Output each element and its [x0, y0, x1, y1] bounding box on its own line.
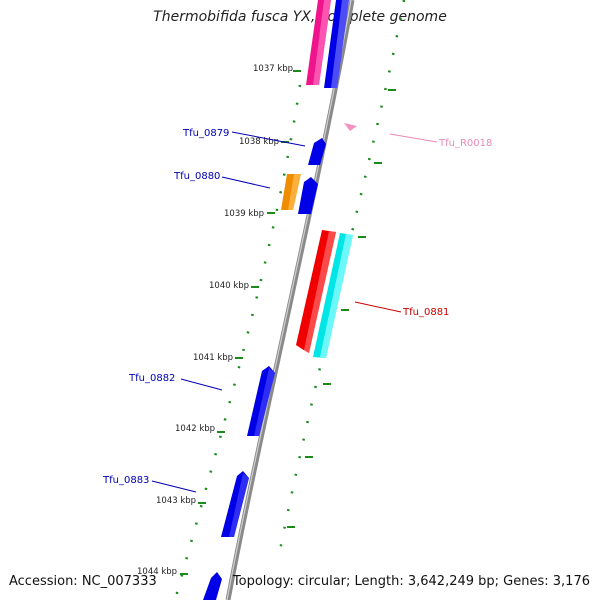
genome-summary-text: Topology: circular; Length: 3,642,249 bp…: [232, 574, 590, 589]
feature-label-Tfu_0882[interactable]: Tfu_0882: [128, 373, 175, 384]
ruler-labels: 1037 kbp 1038 kbp 1039 kbp 1040 kbp 1041…: [137, 64, 293, 577]
ruler-label: 1043 kbp: [156, 496, 196, 506]
feature-labels: Tfu_0879 Tfu_0880 Tfu_0881 Tfu_0882 Tfu_…: [102, 128, 492, 486]
ruler-label: 1038 kbp: [239, 137, 279, 147]
feature-label-Tfu_0883[interactable]: Tfu_0883: [102, 475, 149, 486]
gene-feature-Tfu_R0018[interactable]: [344, 123, 357, 131]
feature-label-Tfu_0880[interactable]: Tfu_0880: [173, 171, 220, 182]
outer-track-ticks: [287, 89, 396, 528]
gene-feature-Tfu_0881-shade: [304, 231, 336, 353]
ruler-label: 1041 kbp: [193, 353, 233, 363]
gene-feature-Tfu_0879[interactable]: [308, 138, 326, 165]
gene-feature-Tfu_0880-orange-shade: [288, 174, 301, 210]
map-title: Thermobifida fusca YX, complete genome: [153, 9, 447, 25]
gene-feature-Tfu_0880[interactable]: [298, 177, 318, 214]
gene-feature-Tfu_0882-shade: [254, 368, 275, 436]
gene-feature-cyan-shade: [320, 234, 353, 358]
ruler-label: 1042 kbp: [175, 424, 215, 434]
accession-text: Accession: NC_007333: [9, 574, 157, 589]
gene-features: [203, 0, 357, 600]
gene-feature-Tfu_0883-shade: [229, 473, 249, 537]
ruler-label: 1037 kbp: [253, 64, 293, 74]
ruler-label: 1039 kbp: [224, 209, 264, 219]
feature-label-Tfu_0879[interactable]: Tfu_0879: [182, 128, 229, 139]
feature-label-Tfu_0881[interactable]: Tfu_0881: [402, 307, 449, 318]
gene-feature-blue-bottom[interactable]: [203, 572, 222, 600]
gene-feature-pink-shade: [313, 0, 331, 85]
gene-feature-blue-top-shade: [331, 0, 349, 88]
feature-label-Tfu_R0018[interactable]: Tfu_R0018: [438, 138, 492, 149]
leader-lines: [151, 131, 438, 493]
ruler-label: 1040 kbp: [209, 281, 249, 291]
ruler-label: 1044 kbp: [137, 567, 177, 577]
